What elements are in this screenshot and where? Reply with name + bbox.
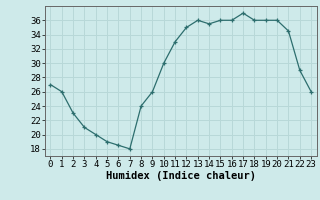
- X-axis label: Humidex (Indice chaleur): Humidex (Indice chaleur): [106, 171, 256, 181]
